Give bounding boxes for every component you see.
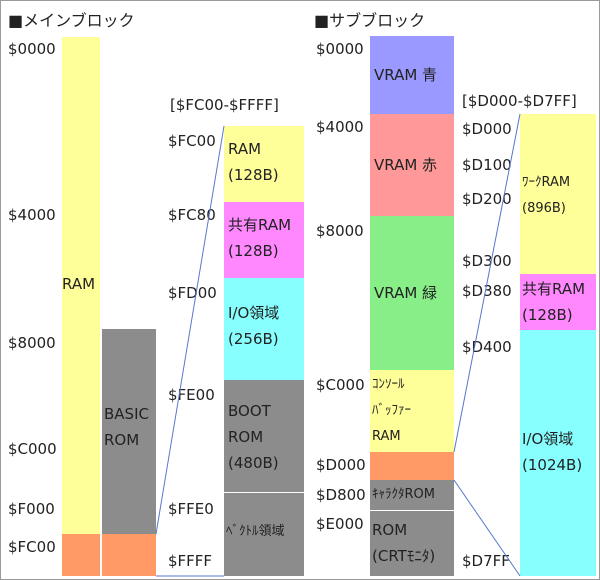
- vram-green-block: VRAM 緑: [370, 216, 454, 370]
- crt-rom-label: ROM (CRTﾓﾆﾀ): [372, 521, 436, 565]
- zoom-addr-fd00: $FD00: [168, 284, 217, 302]
- main-block-title: ■メインブロック: [8, 11, 135, 30]
- zoom-addr-ffff: $FFFF: [168, 552, 213, 570]
- vram-blue-block: VRAM 青: [370, 36, 454, 114]
- main-addr-8000: $8000: [8, 334, 56, 352]
- zoom-addr-fc00: $FC00: [168, 132, 216, 150]
- zoom-addr-fc80: $FC80: [168, 206, 216, 224]
- main-fc00-block: [62, 534, 100, 576]
- zoom-boot-rom-label: BOOT ROM (480B): [228, 402, 279, 472]
- zoom-vector-label: ﾍﾞｸﾄﾙ領域: [226, 524, 285, 539]
- char-rom-block: ｷｬﾗｸﾀROM: [370, 480, 454, 510]
- zoom-addr-d200: $D200: [462, 190, 512, 208]
- main-addr-0000: $0000: [8, 40, 56, 58]
- sub-addr-8000: $8000: [316, 222, 364, 240]
- sub-addr-4000: $4000: [316, 118, 364, 136]
- main-ram-block: RAM: [62, 37, 100, 534]
- zoom-boot-rom-block: BOOT ROM (480B): [224, 380, 304, 492]
- zoom-addr-d380: $D380: [462, 282, 512, 300]
- main-zoom-title: [$FC00-$FFFF]: [170, 96, 279, 114]
- sub-d000-block: [370, 452, 454, 480]
- zoom-ram-block: RAM (128B): [224, 126, 304, 202]
- char-rom-label: ｷｬﾗｸﾀROM: [372, 487, 435, 502]
- crt-rom-block: ROM (CRTﾓﾆﾀ): [370, 510, 454, 576]
- sub-zoom-top-line: [453, 113, 521, 453]
- vram-red-block: VRAM 赤: [370, 114, 454, 216]
- zoom-addr-d100: $D100: [462, 156, 512, 174]
- basic-fc00-block: [102, 534, 156, 576]
- zoom-addr-d400: $D400: [462, 338, 512, 356]
- zoom-sub-io-block: I/O領域 (1024B): [520, 330, 596, 576]
- zoom-addr-d000: $D000: [462, 120, 512, 138]
- sub-addr-0000: $0000: [316, 40, 364, 58]
- sub-addr-d800: $D800: [316, 486, 366, 504]
- zoom-shared-ram-block: 共有RAM (128B): [224, 202, 304, 278]
- zoom-shared-ram-label: 共有RAM (128B): [228, 216, 292, 260]
- vram-green-label: VRAM 緑: [374, 284, 438, 302]
- zoom-io-block: I/O領域 (256B): [224, 278, 304, 380]
- main-zoom-top-line: [155, 125, 225, 535]
- zoom-io-label: I/O領域 (256B): [228, 304, 280, 348]
- sub-addr-d000: $D000: [316, 456, 366, 474]
- sub-block-title: ■サブブロック: [314, 11, 426, 30]
- zoom-sub-shared-ram-label: 共有RAM (128B): [522, 280, 586, 324]
- basic-rom-block: BASIC ROM: [102, 329, 156, 534]
- main-addr-c000: $C000: [8, 440, 57, 458]
- zoom-addr-d300: $D300: [462, 252, 512, 270]
- main-addr-f000: $F000: [8, 500, 55, 518]
- zoom-ram-label: RAM (128B): [228, 140, 279, 184]
- sub-zoom-title: [$D000-$D7FF]: [462, 92, 577, 110]
- sub-addr-e000: $E000: [316, 515, 364, 533]
- zoom-addr-d7ff: $D7FF: [462, 552, 510, 570]
- zoom-vector-block: ﾍﾞｸﾄﾙ領域: [224, 492, 304, 576]
- zoom-addr-ffe0: $FFE0: [168, 500, 214, 518]
- console-buffer-block: ｺﾝｿｰﾙ ﾊﾞｯﾌｧｰ RAM: [370, 370, 454, 452]
- vram-red-label: VRAM 赤: [374, 156, 438, 174]
- zoom-sub-io-label: I/O領域 (1024B): [522, 430, 583, 474]
- console-buffer-label: ｺﾝｿｰﾙ ﾊﾞｯﾌｧｰ RAM: [372, 377, 411, 444]
- main-ram-label: RAM: [62, 275, 96, 293]
- zoom-work-ram-block: ﾜｰｸRAM (896B): [520, 114, 596, 274]
- basic-rom-label: BASIC ROM: [104, 405, 149, 449]
- sub-addr-c000: $C000: [316, 376, 365, 394]
- main-addr-fc00: $FC00: [8, 538, 56, 556]
- vram-blue-label: VRAM 青: [374, 66, 438, 84]
- zoom-work-ram-label: ﾜｰｸRAM (896B): [522, 175, 571, 216]
- sub-zoom-bottom-line: [453, 479, 521, 577]
- main-addr-4000: $4000: [8, 206, 56, 224]
- zoom-sub-shared-ram-block: 共有RAM (128B): [520, 274, 596, 330]
